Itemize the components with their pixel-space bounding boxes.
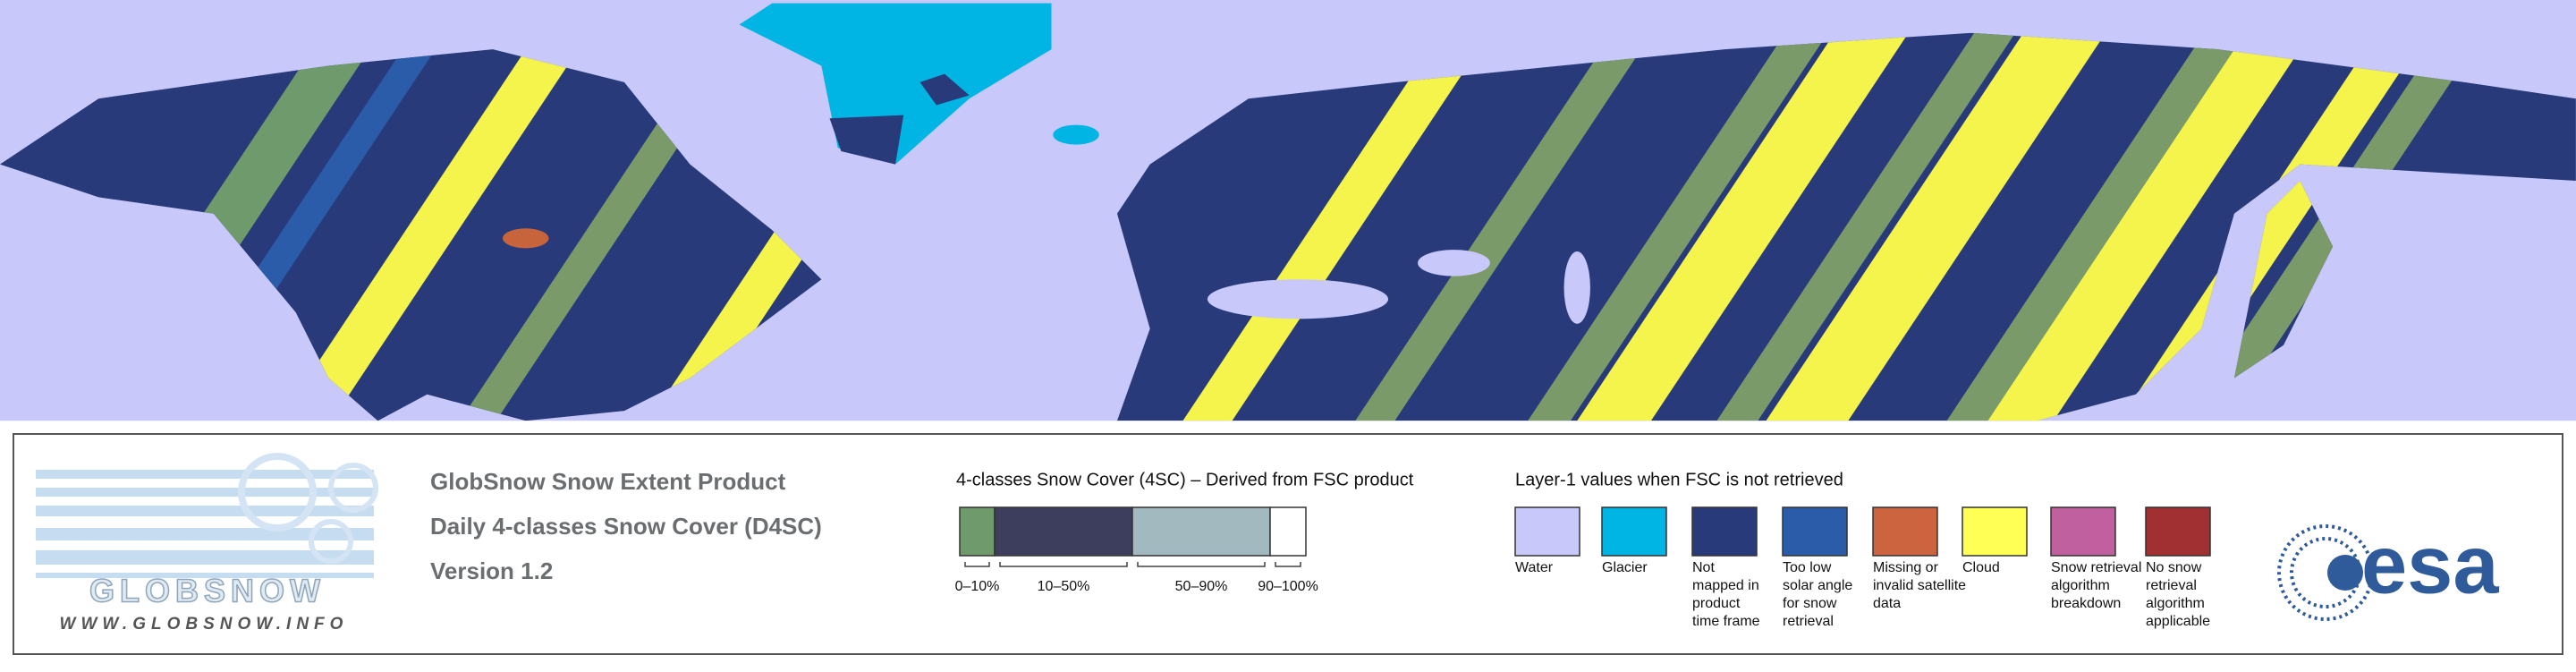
legend-label: Water (1515, 560, 1554, 575)
legend-label: data (1873, 596, 1901, 611)
legend-label: Glacier (1602, 560, 1648, 575)
legend-label: breakdown (2051, 596, 2121, 611)
class-bracket (999, 562, 1128, 567)
class-bracket (1275, 562, 1301, 567)
swath (1528, 32, 1851, 421)
swath (1766, 32, 2128, 421)
snow-cover-legend: 4-classes Snow Cover (4SC) – Derived fro… (955, 470, 1414, 594)
swath (1716, 32, 2038, 421)
legend-swatch (1514, 506, 1580, 557)
swath (1577, 32, 1931, 421)
legend-swatch (1962, 506, 2028, 557)
legend-label: mapped in (1692, 578, 1759, 593)
globsnow-logo: GLOBSNOW WWW.GLOBSNOW.INFO (36, 453, 378, 634)
product-info: GlobSnow Snow Extent Product Daily 4-clas… (430, 468, 822, 584)
logo-name: GLOBSNOW (89, 573, 326, 609)
legend-label: Cloud (1962, 560, 2000, 575)
class-label: 50–90% (1175, 579, 1228, 594)
swath (1946, 32, 2267, 421)
legend-swatch (2050, 506, 2116, 557)
legend-label: applicable (2146, 614, 2210, 629)
legend-swatch (1691, 506, 1758, 557)
legend-swatch (1872, 506, 1938, 557)
swath (1355, 32, 1674, 421)
class-bracket (1137, 562, 1266, 567)
legend-label: for snow (1783, 596, 1837, 611)
class-swatch (959, 506, 996, 557)
greenland (739, 3, 1052, 165)
class-swatch (1269, 506, 1307, 557)
legend-label: algorithm (2051, 578, 2110, 593)
esa-logo: esa (2277, 519, 2499, 621)
legend-label: Missing or (1873, 560, 1939, 575)
class-label: 0–10% (955, 579, 1000, 594)
agency-name: esa (2361, 519, 2499, 610)
product-line: Daily 4-classes Snow Cover (D4SC) (430, 513, 822, 540)
legend-title: 4-classes Snow Cover (4SC) – Derived fro… (956, 470, 1414, 489)
legend-label: algorithm (2146, 596, 2205, 611)
legend-label: Snow retrieval (2051, 560, 2141, 575)
legend-label: Not (1692, 560, 1715, 575)
legend-swatch (1601, 506, 1667, 557)
product-line: Version 1.2 (430, 557, 553, 584)
legend-label: time frame (1692, 614, 1760, 629)
class-bracket (964, 562, 990, 567)
legend-label: solar angle (1783, 578, 1852, 593)
logo-url: WWW.GLOBSNOW.INFO (60, 615, 349, 634)
legend-label: Too low (1783, 560, 1832, 575)
legend-label: No snow (2146, 560, 2202, 575)
legend-label: product (1692, 596, 1741, 611)
product-line: GlobSnow Snow Extent Product (430, 468, 786, 495)
class-label: 90–100% (1258, 579, 1318, 594)
legend-label: invalid satellite (1873, 578, 1966, 593)
swath (2119, 32, 2448, 421)
class-swatch (994, 506, 1133, 557)
layer1-legend: Layer-1 values when FSC is not retrieved… (1514, 470, 2211, 629)
legend-label: retrieval (1783, 614, 1834, 629)
swath (279, 32, 612, 421)
legend-swatch (2145, 506, 2211, 557)
legend-label: retrieval (2146, 578, 2197, 593)
class-label: 10–50% (1038, 579, 1090, 594)
legend-title: Layer-1 values when FSC is not retrieved (1515, 470, 1843, 489)
swath (1987, 32, 2334, 421)
map (0, 0, 2576, 421)
legend-swatch (1782, 506, 1848, 557)
class-swatch (1131, 506, 1271, 557)
